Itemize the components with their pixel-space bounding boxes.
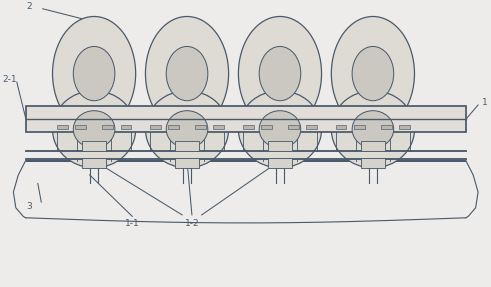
Bar — [268, 158, 292, 168]
Bar — [268, 141, 292, 151]
Ellipse shape — [53, 91, 136, 168]
Text: 1: 1 — [482, 98, 487, 107]
Ellipse shape — [352, 111, 394, 148]
Bar — [361, 141, 384, 151]
Ellipse shape — [259, 111, 301, 148]
Text: 3: 3 — [27, 202, 32, 212]
Bar — [306, 125, 317, 129]
Bar — [381, 125, 392, 129]
Bar — [75, 125, 86, 129]
Bar — [361, 158, 384, 168]
Bar — [354, 125, 365, 129]
Ellipse shape — [239, 91, 322, 168]
Ellipse shape — [166, 111, 208, 148]
Bar — [120, 125, 131, 129]
Bar — [57, 125, 68, 129]
Bar — [26, 106, 466, 132]
Bar — [82, 158, 106, 168]
Ellipse shape — [331, 91, 414, 168]
Ellipse shape — [145, 91, 229, 168]
Text: 1-2: 1-2 — [185, 219, 199, 228]
Ellipse shape — [53, 16, 136, 131]
Ellipse shape — [331, 16, 414, 131]
Bar — [288, 125, 299, 129]
Bar — [175, 158, 199, 168]
Ellipse shape — [166, 46, 208, 101]
Bar — [214, 125, 224, 129]
Ellipse shape — [259, 46, 301, 101]
Bar — [399, 125, 410, 129]
Bar — [82, 141, 106, 151]
Bar — [103, 125, 113, 129]
Ellipse shape — [73, 111, 115, 148]
Bar — [243, 125, 253, 129]
Bar — [150, 125, 161, 129]
Bar — [195, 125, 206, 129]
Bar — [261, 125, 272, 129]
Ellipse shape — [145, 16, 229, 131]
Text: 2-1: 2-1 — [2, 75, 17, 84]
Bar — [175, 141, 199, 151]
Bar — [168, 125, 179, 129]
Text: 2: 2 — [27, 2, 32, 11]
Text: 1-1: 1-1 — [125, 219, 139, 228]
Ellipse shape — [239, 16, 322, 131]
Ellipse shape — [73, 46, 115, 101]
Bar — [336, 125, 347, 129]
Ellipse shape — [352, 46, 394, 101]
